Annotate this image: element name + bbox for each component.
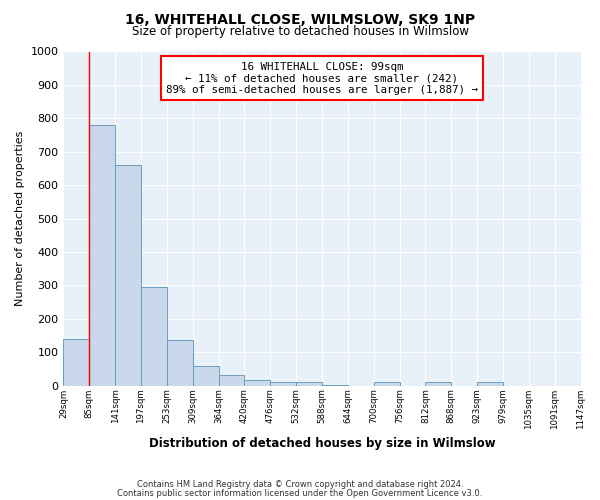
Bar <box>296 382 322 386</box>
Bar <box>64 339 89 386</box>
Bar <box>477 382 503 386</box>
Bar <box>425 382 451 386</box>
Text: 16 WHITEHALL CLOSE: 99sqm
← 11% of detached houses are smaller (242)
89% of semi: 16 WHITEHALL CLOSE: 99sqm ← 11% of detac… <box>166 62 478 94</box>
Bar <box>89 125 115 386</box>
Bar <box>374 382 400 386</box>
Bar <box>244 380 270 386</box>
Bar <box>167 340 193 386</box>
Bar <box>193 366 218 386</box>
Bar <box>115 165 141 386</box>
Text: Contains public sector information licensed under the Open Government Licence v3: Contains public sector information licen… <box>118 488 482 498</box>
Text: Size of property relative to detached houses in Wilmslow: Size of property relative to detached ho… <box>131 25 469 38</box>
Bar <box>218 375 244 386</box>
Bar <box>270 382 296 386</box>
Bar <box>141 287 167 386</box>
X-axis label: Distribution of detached houses by size in Wilmslow: Distribution of detached houses by size … <box>149 437 495 450</box>
Text: Contains HM Land Registry data © Crown copyright and database right 2024.: Contains HM Land Registry data © Crown c… <box>137 480 463 489</box>
Text: 16, WHITEHALL CLOSE, WILMSLOW, SK9 1NP: 16, WHITEHALL CLOSE, WILMSLOW, SK9 1NP <box>125 12 475 26</box>
Y-axis label: Number of detached properties: Number of detached properties <box>15 131 25 306</box>
